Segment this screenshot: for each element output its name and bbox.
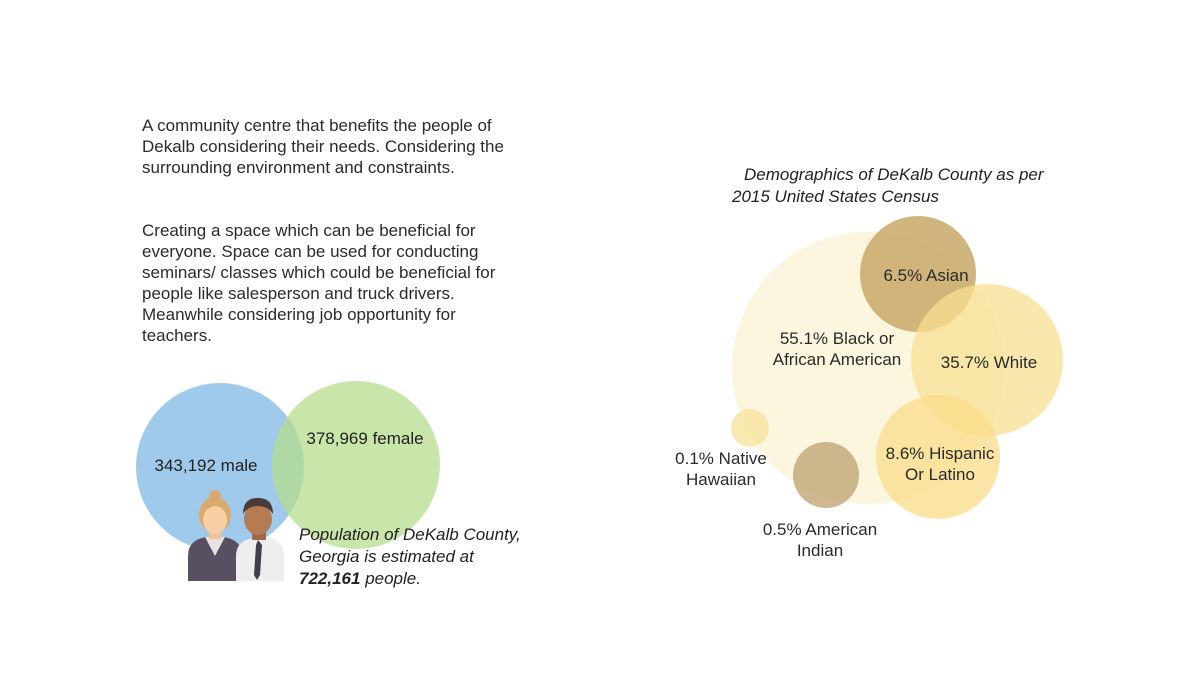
population-caption-prefix: Population of DeKalb County, Georgia is … <box>299 525 521 566</box>
population-caption-suffix: people. <box>365 569 421 588</box>
demographics-title-line-1: Demographics of DeKalb County as per <box>744 165 1044 184</box>
demographics-title: Demographics of DeKalb County as per 201… <box>732 164 1112 208</box>
intro-paragraph-2: Creating a space which can be beneficial… <box>142 221 496 345</box>
bubble-female <box>272 381 440 549</box>
demographics-title-line-2: 2015 United States Census <box>732 187 939 206</box>
bubble-label-male: 343,192 male <box>154 456 257 475</box>
bubble-label-native-hawaiian: 0.1% Native Hawaiian <box>675 449 767 489</box>
bubble-american-indian <box>793 442 859 508</box>
people-icon <box>188 490 284 581</box>
bubble-hispanic-or-latino <box>876 395 1000 519</box>
bubble-label-asian: 6.5% Asian <box>883 266 968 285</box>
intro-paragraph-1: A community centre that benefits the peo… <box>142 116 504 177</box>
population-total: 722,161 <box>299 569 361 588</box>
population-caption: Population of DeKalb County, Georgia is … <box>299 524 549 590</box>
bubble-label-white: 35.7% White <box>941 353 1037 372</box>
bubble-label-black-or-african-american: 55.1% Black or African American <box>773 329 902 369</box>
bubble-label-hispanic-or-latino: 8.6% Hispanic Or Latino <box>886 444 995 484</box>
bubble-label-american-indian: 0.5% American Indian <box>763 520 877 560</box>
bubble-label-female: 378,969 female <box>306 429 423 448</box>
demographics-bubble-chart: 55.1% Black or African American 35.7% Whit… <box>675 216 1063 560</box>
bubble-native-hawaiian <box>731 409 769 447</box>
